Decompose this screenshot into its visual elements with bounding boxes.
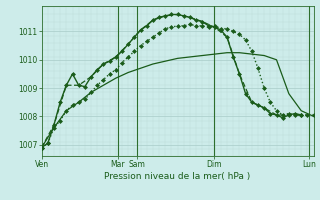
X-axis label: Pression niveau de la mer( hPa ): Pression niveau de la mer( hPa ) [104,172,251,181]
